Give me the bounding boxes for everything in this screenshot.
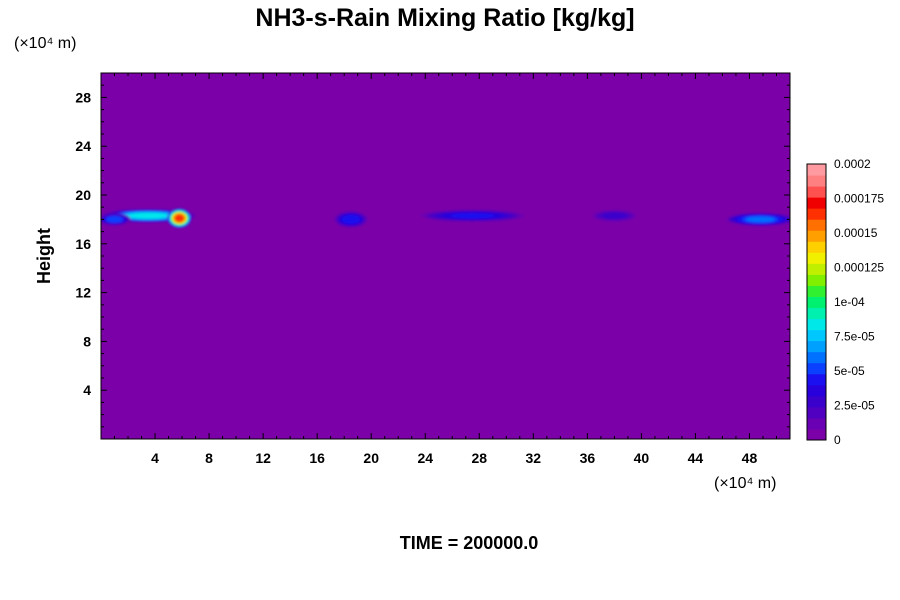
colorbar-tick-label: 0 bbox=[834, 433, 841, 447]
colorbar-tick-label: 2.5e-05 bbox=[834, 399, 875, 413]
feature-3-level-9 bbox=[343, 215, 359, 223]
colorbar-swatch bbox=[807, 307, 826, 320]
colorbar-swatch bbox=[807, 384, 826, 397]
x-tick-label: 16 bbox=[309, 450, 325, 466]
feature-2-level-9 bbox=[174, 214, 185, 223]
y-tick-label: 12 bbox=[75, 285, 91, 301]
feature-0-level-9 bbox=[128, 212, 168, 219]
colorbar-swatch bbox=[807, 406, 826, 419]
plot-area bbox=[100, 72, 791, 440]
y-tick-label: 16 bbox=[75, 236, 91, 252]
x-tick-label: 32 bbox=[526, 450, 542, 466]
chart-title: NH3-s-Rain Mixing Ratio [kg/kg] bbox=[255, 4, 634, 32]
rain-features bbox=[101, 208, 790, 228]
colorbar-swatch bbox=[807, 219, 826, 231]
x-tick-label: 36 bbox=[580, 450, 596, 466]
colorbar-frame bbox=[806, 163, 827, 441]
y-axis: 4 8 12 16 20 24 28 bbox=[75, 84, 790, 428]
x-axis: 4 8 12 16 20 24 28 32 36 40 44 48 bbox=[114, 73, 777, 466]
colorbar-tick-label: 5e-05 bbox=[834, 364, 865, 378]
colorbar-swatch bbox=[807, 197, 826, 209]
colorbar-swatch bbox=[807, 241, 826, 253]
colorbar-swatch bbox=[807, 175, 826, 187]
colorbar-swatch bbox=[807, 263, 826, 275]
colorbar-tick-label: 0.00015 bbox=[834, 226, 878, 240]
colorbar-swatch bbox=[807, 208, 826, 220]
colorbar-tick-label: 0.000125 bbox=[834, 261, 884, 275]
colorbar-swatch bbox=[807, 186, 826, 198]
colorbar-swatch bbox=[807, 373, 826, 386]
feature-5-level-9 bbox=[604, 213, 625, 219]
colorbar-tick-label: 0.000175 bbox=[834, 192, 884, 206]
colorbar-tick-label: 1e-04 bbox=[834, 295, 865, 309]
colorbar-swatch bbox=[807, 230, 826, 242]
colorbar-swatch bbox=[807, 164, 826, 176]
colorbar-tick-label: 7.5e-05 bbox=[834, 330, 875, 344]
feature-4-level-9 bbox=[450, 213, 495, 219]
x-tick-label: 8 bbox=[205, 450, 213, 466]
colorbar-swatch bbox=[807, 285, 826, 297]
colorbar-swatch bbox=[807, 428, 826, 441]
x-tick-label: 24 bbox=[417, 450, 433, 466]
colorbar-swatch bbox=[807, 252, 826, 264]
colorbar-swatch bbox=[807, 362, 826, 375]
y-tick-label: 28 bbox=[75, 89, 91, 105]
y-axis-label: Height bbox=[34, 228, 54, 284]
x-tick-label: 4 bbox=[151, 450, 159, 466]
colorbar-swatch bbox=[807, 274, 826, 286]
x-tick-label: 28 bbox=[471, 450, 487, 466]
feature-1-level-9 bbox=[107, 216, 122, 222]
colorbar-swatch bbox=[807, 395, 826, 408]
plot-background bbox=[101, 73, 790, 439]
y-tick-label: 4 bbox=[83, 382, 91, 398]
x-tick-label: 48 bbox=[742, 450, 758, 466]
x-tick-label: 12 bbox=[255, 450, 271, 466]
x-unit-label: (×10⁴ m) bbox=[714, 475, 776, 492]
colorbar-swatch bbox=[807, 340, 826, 353]
x-tick-label: 44 bbox=[688, 450, 704, 466]
colorbar-swatch bbox=[807, 296, 826, 309]
x-tick-label: 20 bbox=[363, 450, 379, 466]
x-tick-label: 40 bbox=[634, 450, 650, 466]
y-tick-label: 20 bbox=[75, 187, 91, 203]
y-unit-label: (×10⁴ m) bbox=[14, 35, 76, 52]
y-tick-label: 24 bbox=[75, 138, 91, 154]
colorbar-tick-label: 0.0002 bbox=[834, 157, 871, 171]
time-label: TIME = 200000.0 bbox=[400, 533, 539, 553]
colorbar: 0 2.5e-05 5e-05 7.5e-05 1e-04 0.000125 0.00015… bbox=[806, 157, 884, 447]
feature-6-level-9 bbox=[745, 216, 775, 223]
colorbar-swatch bbox=[807, 351, 826, 364]
colorbar-swatch bbox=[807, 417, 826, 430]
y-tick-label: 8 bbox=[83, 333, 91, 349]
colorbar-swatch bbox=[807, 329, 826, 342]
colorbar-swatch bbox=[807, 318, 826, 331]
